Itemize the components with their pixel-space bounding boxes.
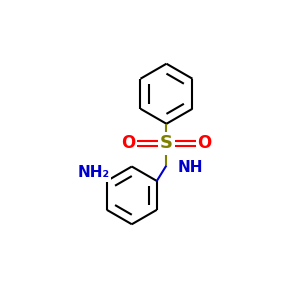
Text: O: O xyxy=(197,134,212,152)
Text: NH₂: NH₂ xyxy=(78,165,110,180)
Text: S: S xyxy=(160,134,173,152)
Text: O: O xyxy=(121,134,136,152)
Text: NH: NH xyxy=(178,160,203,175)
